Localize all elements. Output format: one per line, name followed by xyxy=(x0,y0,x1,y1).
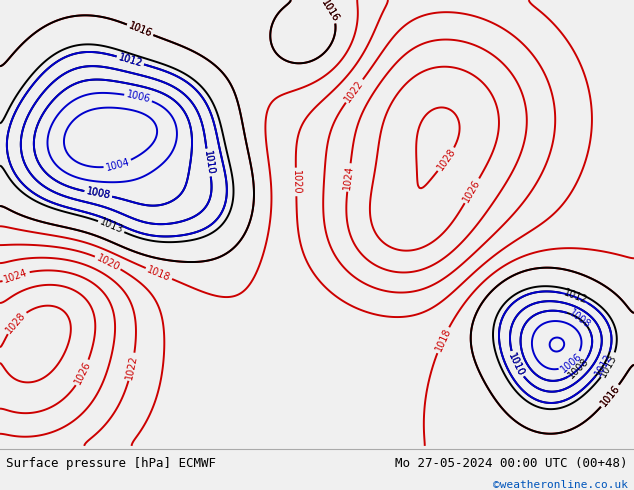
Text: 1020: 1020 xyxy=(94,252,121,272)
Text: Surface pressure [hPa] ECMWF: Surface pressure [hPa] ECMWF xyxy=(6,457,216,470)
Text: 1006: 1006 xyxy=(125,90,152,105)
Text: 1022: 1022 xyxy=(343,78,366,104)
Text: 1016: 1016 xyxy=(598,383,622,409)
Text: 1024: 1024 xyxy=(342,165,355,190)
Text: 1008: 1008 xyxy=(85,187,111,201)
Text: 1010: 1010 xyxy=(507,351,526,377)
Text: 1018: 1018 xyxy=(146,264,172,283)
Text: 1010: 1010 xyxy=(507,351,526,377)
Text: 1028: 1028 xyxy=(436,147,458,172)
Text: 1008: 1008 xyxy=(567,356,592,381)
Text: 1018: 1018 xyxy=(433,327,453,353)
Text: 1020: 1020 xyxy=(291,170,301,195)
Text: 1016: 1016 xyxy=(127,21,153,39)
Text: 1016: 1016 xyxy=(320,0,341,24)
Text: 1012: 1012 xyxy=(117,52,143,69)
Text: 1010: 1010 xyxy=(202,149,216,175)
Text: 1016: 1016 xyxy=(127,21,153,39)
Text: 1028: 1028 xyxy=(4,310,28,335)
Text: 1012: 1012 xyxy=(593,351,614,378)
Text: 1012: 1012 xyxy=(562,288,588,306)
Text: 1013: 1013 xyxy=(98,217,124,236)
Text: Mo 27-05-2024 00:00 UTC (00+48): Mo 27-05-2024 00:00 UTC (00+48) xyxy=(395,457,628,470)
Text: 1012: 1012 xyxy=(117,52,143,69)
Text: 1016: 1016 xyxy=(598,383,622,409)
Text: 1016: 1016 xyxy=(320,0,341,24)
Text: 1022: 1022 xyxy=(124,354,139,380)
Text: 1013: 1013 xyxy=(598,352,619,378)
Text: 1010: 1010 xyxy=(202,149,216,175)
Text: 1004: 1004 xyxy=(105,157,131,173)
Text: 1026: 1026 xyxy=(73,360,93,386)
Text: 1008: 1008 xyxy=(85,187,111,201)
Text: 1008: 1008 xyxy=(567,308,593,331)
Text: 1026: 1026 xyxy=(462,178,482,204)
Text: ©weatheronline.co.uk: ©weatheronline.co.uk xyxy=(493,480,628,490)
Text: 1006: 1006 xyxy=(559,351,584,374)
Text: 1024: 1024 xyxy=(3,267,29,285)
